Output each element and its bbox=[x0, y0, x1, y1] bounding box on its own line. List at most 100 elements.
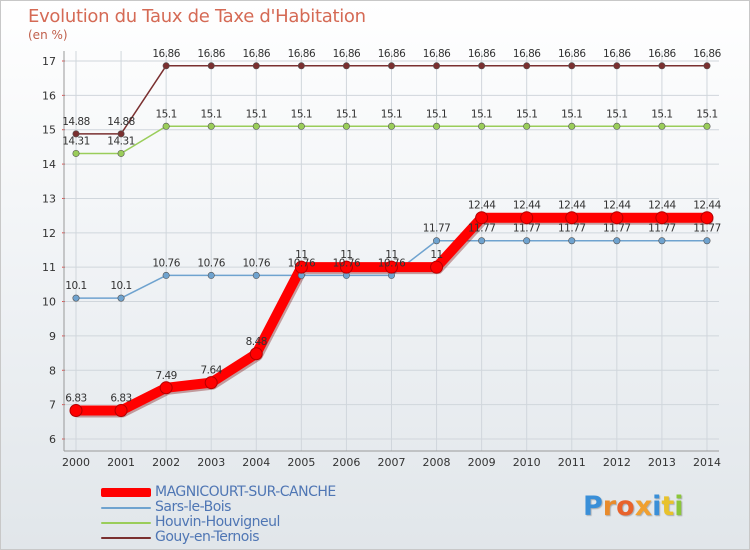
x-tick-label-2003: 2003 bbox=[197, 456, 225, 469]
x-tick-label-2004: 2004 bbox=[242, 456, 270, 469]
logo-letter: i bbox=[652, 491, 662, 522]
y-axis-unit: (en %) bbox=[28, 28, 68, 42]
data-point-magnicourt-2013 bbox=[655, 211, 669, 225]
data-point-magnicourt-2006 bbox=[339, 260, 353, 274]
data-point-houvin-2012 bbox=[613, 122, 621, 130]
data-point-gouy-2011 bbox=[568, 62, 576, 70]
data-label-houvin-2003: 15.1 bbox=[201, 108, 222, 120]
data-point-gouy-2001 bbox=[117, 130, 125, 138]
data-point-houvin-2014 bbox=[703, 122, 711, 130]
x-tick-label-2010: 2010 bbox=[513, 456, 541, 469]
data-point-magnicourt-2014 bbox=[700, 211, 714, 225]
data-point-houvin-2003 bbox=[207, 122, 215, 130]
data-label-gouy-2002: 16.86 bbox=[152, 48, 180, 60]
data-label-magnicourt-2014: 12.44 bbox=[693, 200, 721, 212]
data-point-gouy-2009 bbox=[478, 62, 486, 70]
x-tick-label-2005: 2005 bbox=[287, 456, 315, 469]
data-label-gouy-2013: 16.86 bbox=[648, 48, 676, 60]
x-tick-label-2007: 2007 bbox=[377, 456, 405, 469]
data-point-gouy-2003 bbox=[207, 62, 215, 70]
logo-letter: P bbox=[583, 491, 603, 522]
y-tick-label-13: 13 bbox=[42, 192, 56, 205]
data-label-magnicourt-2001: 6.83 bbox=[110, 392, 131, 404]
data-point-houvin-2004 bbox=[252, 122, 260, 130]
data-label-houvin-2004: 15.1 bbox=[246, 108, 267, 120]
y-tick-label-12: 12 bbox=[42, 227, 56, 240]
data-label-sars-2010: 11.77 bbox=[513, 223, 541, 235]
data-label-houvin-2009: 15.1 bbox=[471, 108, 492, 120]
data-label-houvin-2012: 15.1 bbox=[606, 108, 627, 120]
legend-label-houvin: Houvin-Houvigneul bbox=[155, 514, 280, 530]
data-label-magnicourt-2002: 7.49 bbox=[155, 370, 176, 382]
data-label-sars-2013: 11.77 bbox=[648, 223, 676, 235]
data-point-houvin-2007 bbox=[387, 122, 395, 130]
data-label-gouy-2001: 14.88 bbox=[107, 116, 135, 128]
x-tick-label-2013: 2013 bbox=[648, 456, 676, 469]
data-labels: 14.88 14.88 16.86 16.86 16.86 16.86 16.86 16.86… bbox=[62, 48, 722, 405]
data-label-magnicourt-2011: 12.44 bbox=[558, 200, 586, 212]
data-point-magnicourt-2000 bbox=[69, 403, 83, 417]
data-point-sars-2011 bbox=[568, 237, 576, 245]
legend-item-sars[interactable]: Sars-le-Bois bbox=[101, 500, 431, 515]
data-point-sars-2003 bbox=[207, 271, 215, 279]
data-label-magnicourt-2005: 11 bbox=[295, 249, 307, 261]
data-label-sars-2005: 10.76 bbox=[288, 257, 316, 269]
data-point-sars-2004 bbox=[252, 271, 260, 279]
data-label-sars-2002: 10.76 bbox=[152, 257, 180, 269]
y-tick-label-14: 14 bbox=[42, 158, 56, 171]
x-tick-label-2000: 2000 bbox=[62, 456, 90, 469]
legend-item-magnicourt[interactable]: MAGNICOURT-SUR-CANCHE bbox=[101, 485, 431, 500]
data-point-gouy-2012 bbox=[613, 62, 621, 70]
proxiti-logo: Proxiti bbox=[583, 491, 684, 522]
data-point-magnicourt-2012 bbox=[610, 211, 624, 225]
data-point-gouy-2014 bbox=[703, 62, 711, 70]
data-label-gouy-2012: 16.86 bbox=[603, 48, 631, 60]
data-label-houvin-2010: 15.1 bbox=[516, 108, 537, 120]
data-point-gouy-2005 bbox=[297, 62, 305, 70]
logo-letter: x bbox=[634, 491, 653, 522]
axes: 6 7 8 9 10 11 12 13 14 15 16 17 2000 2001 2002 2003 2004… bbox=[42, 51, 721, 469]
series-points bbox=[69, 62, 714, 417]
y-tick-label-8: 8 bbox=[49, 364, 56, 377]
data-point-sars-2009 bbox=[478, 237, 486, 245]
legend-item-gouy[interactable]: Gouy-en-Ternois bbox=[101, 530, 431, 545]
legend-label-gouy: Gouy-en-Ternois bbox=[155, 529, 260, 545]
data-point-magnicourt-2001 bbox=[114, 403, 128, 417]
data-label-gouy-2011: 16.86 bbox=[558, 48, 586, 60]
data-label-gouy-2003: 16.86 bbox=[197, 48, 225, 60]
data-label-houvin-2006: 15.1 bbox=[336, 108, 357, 120]
data-point-houvin-2001 bbox=[117, 149, 125, 157]
data-label-sars-2003: 10.76 bbox=[197, 257, 225, 269]
x-tick-label-2002: 2002 bbox=[152, 456, 180, 469]
data-label-sars-2004: 10.76 bbox=[242, 257, 270, 269]
logo-letter: r bbox=[602, 491, 617, 522]
data-label-sars-2012: 11.77 bbox=[603, 223, 631, 235]
legend-item-houvin[interactable]: Houvin-Houvigneul bbox=[101, 515, 431, 530]
data-label-sars-2014: 11.77 bbox=[693, 223, 721, 235]
data-label-sars-2009: 11.77 bbox=[468, 223, 496, 235]
data-point-magnicourt-2010 bbox=[520, 211, 534, 225]
data-label-gouy-2006: 16.86 bbox=[333, 48, 361, 60]
data-point-houvin-2000 bbox=[72, 149, 80, 157]
data-label-sars-2007: 10.76 bbox=[378, 257, 406, 269]
data-point-gouy-2000 bbox=[72, 130, 80, 138]
data-label-houvin-2013: 15.1 bbox=[651, 108, 672, 120]
data-point-houvin-2006 bbox=[342, 122, 350, 130]
data-point-magnicourt-2011 bbox=[565, 211, 579, 225]
data-label-magnicourt-2000: 6.83 bbox=[65, 392, 86, 404]
gridlines bbox=[64, 51, 719, 451]
data-label-sars-2000: 10.1 bbox=[65, 280, 86, 292]
data-label-houvin-2014: 15.1 bbox=[696, 108, 717, 120]
data-point-houvin-2011 bbox=[568, 122, 576, 130]
data-label-magnicourt-2007: 11 bbox=[385, 249, 397, 261]
data-point-sars-2001 bbox=[117, 294, 125, 302]
data-point-gouy-2004 bbox=[252, 62, 260, 70]
legend-swatch-houvin bbox=[101, 522, 151, 524]
data-label-gouy-2007: 16.86 bbox=[378, 48, 406, 60]
data-label-gouy-2014: 16.86 bbox=[693, 48, 721, 60]
legend-swatch-gouy bbox=[101, 537, 151, 539]
data-point-sars-2010 bbox=[523, 237, 531, 245]
data-point-sars-2002 bbox=[162, 271, 170, 279]
